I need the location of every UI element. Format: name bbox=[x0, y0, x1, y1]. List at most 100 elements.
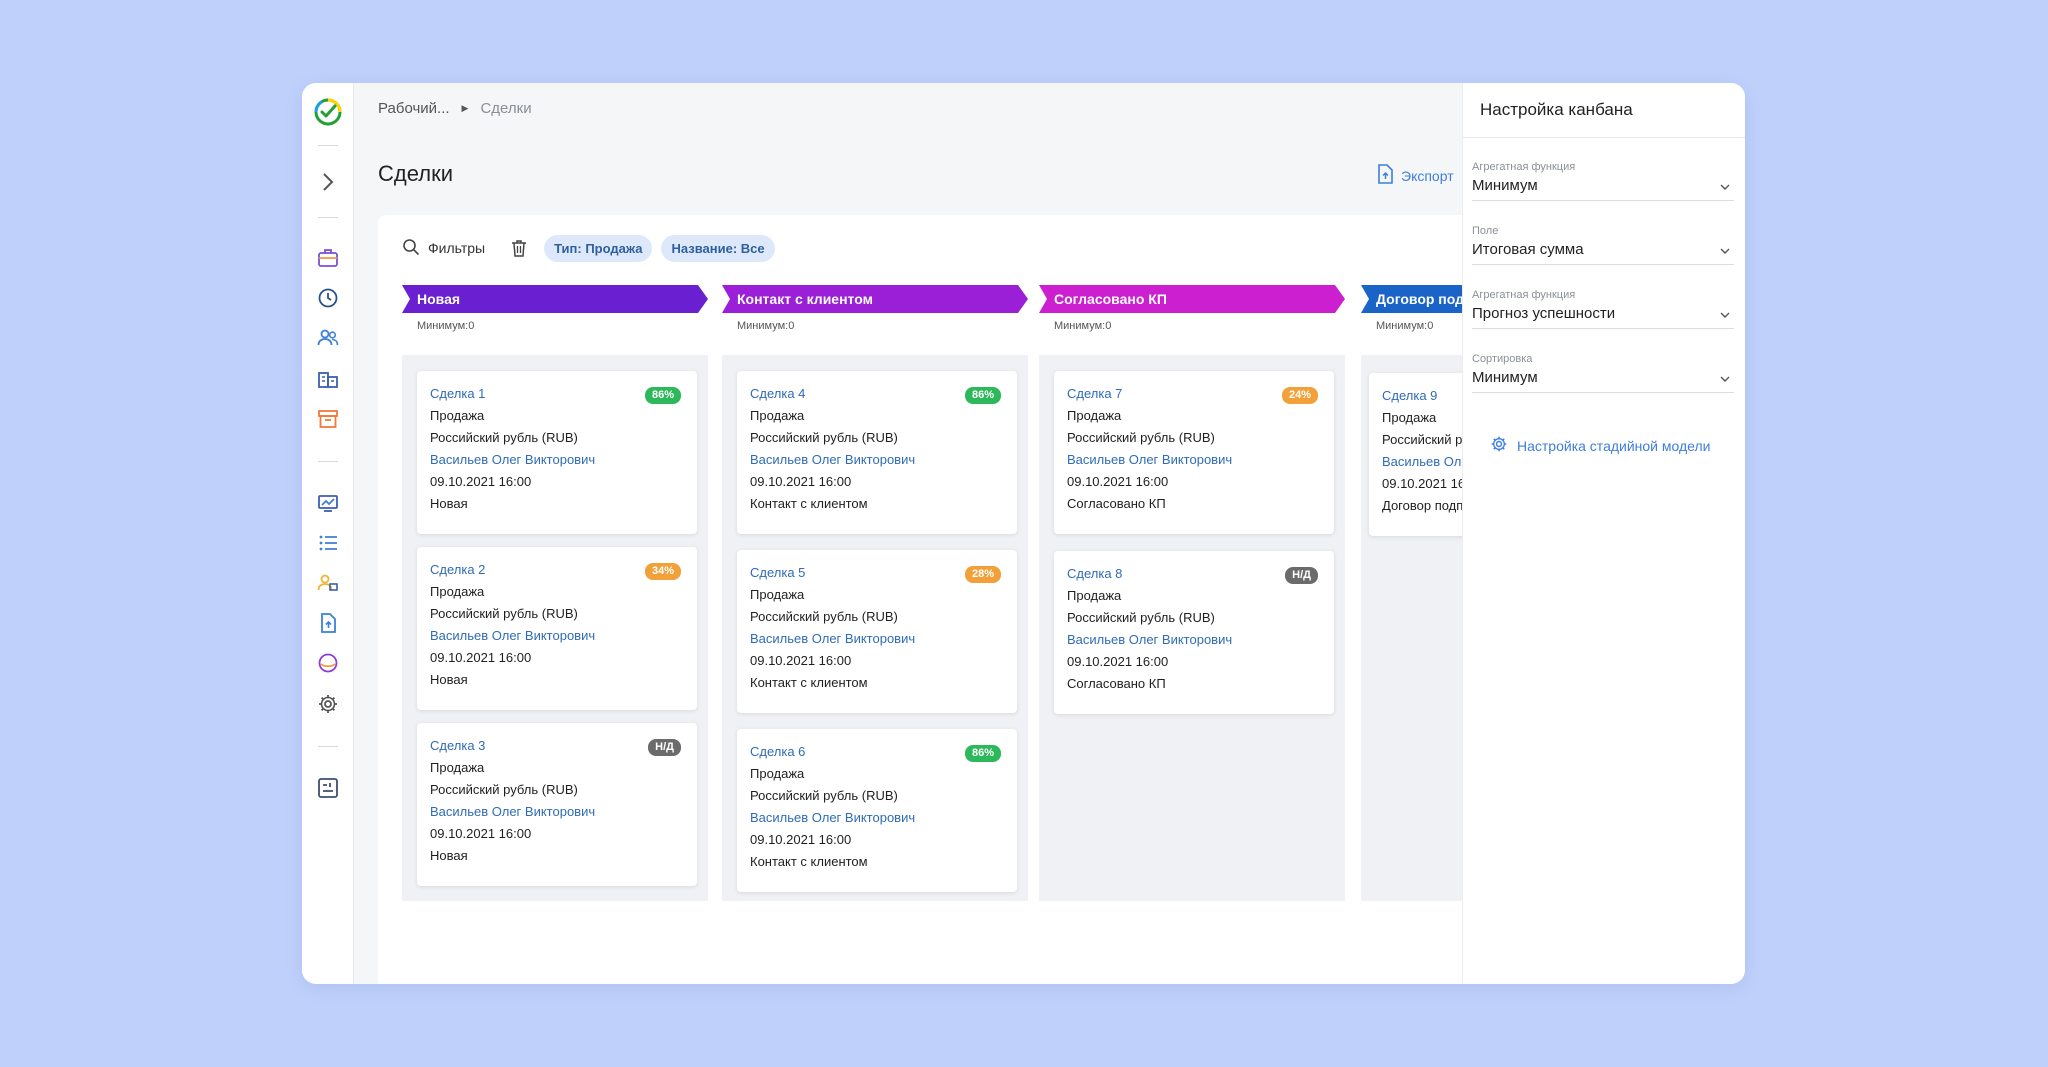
deal-manager-link[interactable]: Васильев Олег Викторович bbox=[1067, 632, 1233, 647]
deal-currency: Российский рубль (RUB) bbox=[750, 609, 898, 624]
column-header[interactable]: Новая bbox=[402, 285, 708, 313]
column-header[interactable]: Согласовано КП bbox=[1039, 285, 1345, 313]
list-icon[interactable] bbox=[316, 531, 340, 555]
deal-name-link[interactable]: Сделка 4 bbox=[750, 386, 806, 401]
sort-select[interactable]: Сортировка Минимум bbox=[1472, 353, 1734, 393]
document-upload-icon[interactable] bbox=[316, 611, 340, 635]
chevron-down-icon bbox=[1720, 307, 1730, 318]
chevron-right-icon[interactable] bbox=[316, 170, 340, 194]
export-button[interactable]: Экспорт bbox=[1377, 164, 1454, 187]
search-icon bbox=[402, 238, 420, 259]
deal-stage: Согласовано КП bbox=[1067, 496, 1166, 511]
deal-type: Продажа bbox=[430, 760, 485, 775]
column-header[interactable]: Контакт с клиентом bbox=[722, 285, 1028, 313]
deal-date: 09.10.2021 16:00 bbox=[1382, 476, 1462, 491]
deal-type: Продажа bbox=[430, 584, 485, 599]
user-group-icon[interactable] bbox=[316, 571, 340, 595]
deal-name-link[interactable]: Сделка 2 bbox=[430, 562, 486, 577]
deal-manager-link[interactable]: Васильев Олег Викторович bbox=[430, 628, 596, 643]
sidebar-divider bbox=[318, 217, 338, 218]
breadcrumb-parent[interactable]: Рабочий... bbox=[378, 100, 450, 117]
export-icon bbox=[1377, 164, 1393, 187]
deal-date: 09.10.2021 16:00 bbox=[1067, 654, 1169, 669]
filter-chip-type[interactable]: Тип: Продажа bbox=[544, 234, 653, 262]
chart-icon[interactable] bbox=[316, 491, 340, 515]
deal-manager-link[interactable]: Васильев Олег Викторович bbox=[1382, 454, 1462, 469]
column-aggregate: Минимум:0 bbox=[737, 320, 795, 332]
deal-manager-link[interactable]: Васильев Олег Викторович bbox=[430, 452, 596, 467]
column-header[interactable]: Договор подписан bbox=[1361, 285, 1462, 313]
deal-card[interactable]: Сделка 4 Продажа Российский рубль (RUB) Вас… bbox=[737, 371, 1017, 534]
deal-name-link[interactable]: Сделка 1 bbox=[430, 386, 486, 401]
deal-currency: Российский рубль (RUB) bbox=[1067, 610, 1215, 625]
deal-card[interactable]: Сделка 1 Продажа Российский рубль (RUB) Вас… bbox=[417, 371, 697, 534]
gear-icon[interactable] bbox=[316, 692, 340, 716]
deal-card[interactable]: Сделка 3 Продажа Российский рубль (RUB) Вас… bbox=[417, 723, 697, 886]
deal-name-link[interactable]: Сделка 7 bbox=[1067, 386, 1123, 401]
deal-date: 09.10.2021 16:00 bbox=[750, 832, 852, 847]
deal-manager-link[interactable]: Васильев Олег Викторович bbox=[750, 631, 916, 646]
app-logo[interactable] bbox=[313, 97, 343, 127]
kanban-column-contract: Договор подписан Минимум:0 Сделка 9 Прода… bbox=[1361, 285, 1462, 901]
gear-icon bbox=[1490, 435, 1508, 456]
deal-card[interactable]: Сделка 9 Продажа Российский рубль (RUB) Вас… bbox=[1369, 373, 1462, 536]
filters-button[interactable]: Фильтры bbox=[402, 238, 485, 259]
deal-card[interactable]: Сделка 8 Продажа Российский рубль (RUB) Вас… bbox=[1054, 551, 1334, 714]
page-title: Сделки bbox=[378, 161, 453, 186]
kanban-column-approved: Согласовано КП Минимум:0 Сделка 7 Продажа… bbox=[1039, 285, 1345, 901]
trash-icon[interactable] bbox=[511, 238, 529, 258]
probability-badge: Н/Д bbox=[1285, 567, 1318, 584]
deal-name-link[interactable]: Сделка 8 bbox=[1067, 566, 1123, 581]
column-aggregate: Минимум:0 bbox=[1054, 320, 1112, 332]
column-body: Сделка 1 Продажа Российский рубль (RUB) Вас… bbox=[402, 355, 708, 901]
deal-name-link[interactable]: Сделка 6 bbox=[750, 744, 806, 759]
users-icon[interactable] bbox=[316, 326, 340, 350]
deal-manager-link[interactable]: Васильев Олег Викторович bbox=[750, 452, 916, 467]
field-label: Агрегатная функция bbox=[1472, 161, 1576, 173]
deal-name-link[interactable]: Сделка 3 bbox=[430, 738, 486, 753]
field-label: Агрегатная функция bbox=[1472, 289, 1576, 301]
briefcase-icon[interactable] bbox=[316, 246, 340, 270]
archive-icon[interactable] bbox=[316, 407, 340, 431]
aggregate-function-2-select[interactable]: Агрегатная функция Прогноз успешности bbox=[1472, 289, 1734, 329]
deal-type: Продажа bbox=[430, 408, 485, 423]
panel-divider bbox=[1463, 137, 1745, 138]
column-aggregate: Минимум:0 bbox=[417, 320, 475, 332]
deal-card[interactable]: Сделка 5 Продажа Российский рубль (RUB) Вас… bbox=[737, 550, 1017, 713]
field-label: Сортировка bbox=[1472, 353, 1533, 365]
deal-name-link[interactable]: Сделка 9 bbox=[1382, 388, 1438, 403]
column-body: Сделка 9 Продажа Российский рубль (RUB) Вас… bbox=[1361, 355, 1462, 901]
deal-name-link[interactable]: Сделка 5 bbox=[750, 565, 806, 580]
deal-card[interactable]: Сделка 6 Продажа Российский рубль (RUB) Вас… bbox=[737, 729, 1017, 892]
probability-badge: 86% bbox=[964, 387, 1001, 404]
deal-date: 09.10.2021 16:00 bbox=[1067, 474, 1169, 489]
aggregate-function-select[interactable]: Агрегатная функция Минимум bbox=[1472, 161, 1734, 201]
sidebar bbox=[302, 83, 354, 984]
report-icon[interactable] bbox=[316, 776, 340, 800]
probability-badge: 34% bbox=[644, 563, 681, 580]
chevron-down-icon bbox=[1720, 243, 1730, 254]
field-value: Минимум bbox=[1472, 369, 1538, 386]
filter-toolbar: Фильтры Тип: Продажа Название: Все bbox=[402, 234, 784, 262]
deal-card[interactable]: Сделка 2 Продажа Российский рубль (RUB) Вас… bbox=[417, 547, 697, 710]
field-value: Итоговая сумма bbox=[1472, 241, 1584, 258]
column-aggregate: Минимум:0 bbox=[1376, 320, 1434, 332]
deal-card[interactable]: Сделка 7 Продажа Российский рубль (RUB) Вас… bbox=[1054, 371, 1334, 534]
deal-manager-link[interactable]: Васильев Олег Викторович bbox=[430, 804, 596, 819]
deal-manager-link[interactable]: Васильев Олег Викторович bbox=[1067, 452, 1233, 467]
probability-badge: Н/Д bbox=[648, 739, 681, 756]
buildings-icon[interactable] bbox=[316, 367, 340, 391]
deal-type: Продажа bbox=[1067, 588, 1122, 603]
field-select[interactable]: Поле Итоговая сумма bbox=[1472, 225, 1734, 265]
deal-manager-link[interactable]: Васильев Олег Викторович bbox=[750, 810, 916, 825]
sidebar-divider bbox=[318, 746, 338, 747]
stage-model-settings-link[interactable]: Настройка стадийной модели bbox=[1490, 435, 1710, 456]
column-body: Сделка 4 Продажа Российский рубль (RUB) Вас… bbox=[722, 355, 1028, 901]
chevron-down-icon bbox=[1720, 179, 1730, 190]
deal-currency: Российский рубль (RUB) bbox=[430, 782, 578, 797]
deal-currency: Российский рубль (RUB) bbox=[750, 788, 898, 803]
palette-icon[interactable] bbox=[316, 651, 340, 675]
filter-chip-name[interactable]: Название: Все bbox=[661, 234, 775, 262]
clock-icon[interactable] bbox=[316, 286, 340, 310]
probability-badge: 86% bbox=[964, 745, 1001, 762]
